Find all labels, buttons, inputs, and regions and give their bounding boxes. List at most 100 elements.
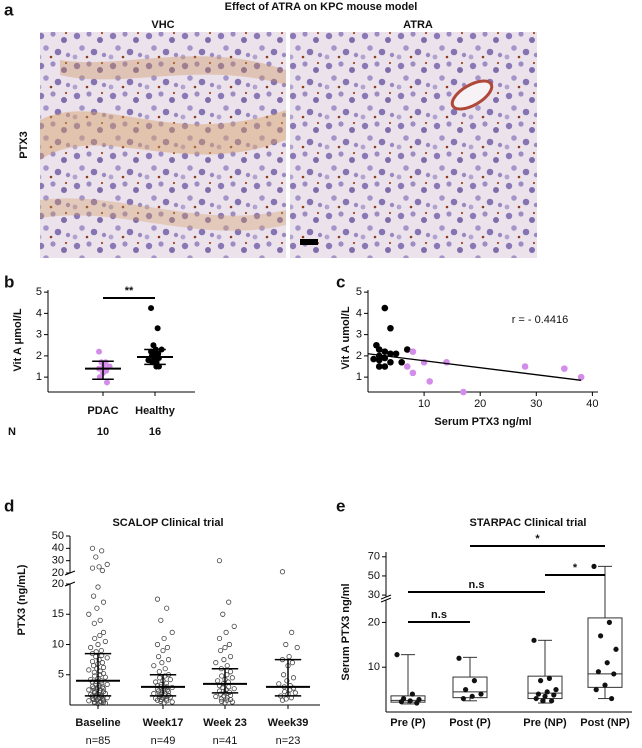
data-point	[95, 701, 101, 707]
data-point	[549, 698, 555, 704]
y-axis-label: Serum PTX3 ng/ml	[340, 583, 352, 680]
panel-label: b	[4, 272, 14, 291]
data-point	[161, 635, 167, 642]
data-point	[154, 697, 161, 703]
y-tick-label: 40	[52, 542, 64, 554]
data-point	[213, 693, 219, 700]
y-tick-label: 2	[36, 350, 42, 362]
data-point	[546, 675, 553, 682]
data-point	[97, 632, 103, 639]
panel-label: c	[336, 272, 345, 291]
data-point	[409, 348, 417, 355]
data-point	[148, 305, 155, 312]
n-header: N	[8, 426, 16, 438]
data-point	[93, 554, 99, 560]
significance-label: *	[573, 562, 578, 574]
data-point	[538, 678, 544, 684]
axis-break	[64, 570, 76, 576]
data-point	[154, 641, 161, 648]
data-point	[609, 695, 615, 702]
data-point	[88, 644, 94, 651]
column-label: ATRA	[403, 19, 433, 31]
data-point	[577, 373, 585, 381]
data-point	[381, 304, 389, 312]
data-point	[598, 633, 604, 639]
data-point	[94, 666, 100, 672]
n-count: 10	[97, 426, 109, 438]
y-tick-label: 20	[52, 578, 64, 590]
data-point	[102, 638, 108, 645]
data-point	[292, 690, 298, 696]
y-tick-label: 30	[52, 555, 64, 567]
data-point	[96, 564, 102, 570]
data-point	[95, 584, 101, 590]
data-point	[604, 660, 610, 666]
x-tick-label: Week39	[268, 717, 309, 729]
data-point	[551, 692, 557, 698]
n-label: n=85	[86, 735, 111, 747]
y-tick-label: 3	[36, 329, 42, 341]
data-point	[606, 619, 613, 626]
data-point	[164, 644, 171, 651]
significance-label: **	[125, 285, 134, 297]
x-tick-label: 20	[474, 398, 486, 410]
data-point	[282, 689, 288, 695]
x-tick-label: Post (P)	[449, 717, 491, 729]
data-point	[231, 686, 237, 692]
data-point	[102, 674, 108, 680]
data-point	[100, 629, 107, 636]
data-point	[89, 565, 96, 571]
panel-label: a	[4, 0, 14, 19]
y-tick-label: 50	[368, 570, 380, 582]
data-point	[161, 699, 167, 706]
data-point	[229, 675, 235, 681]
y-tick-label: 10	[368, 661, 380, 673]
data-point	[375, 356, 383, 364]
data-point	[154, 325, 161, 332]
axis-break	[64, 581, 76, 587]
x-tick-label: Baseline	[75, 717, 120, 729]
data-point	[540, 698, 546, 704]
data-point	[398, 699, 404, 705]
data-point	[92, 635, 98, 642]
data-point	[392, 350, 400, 358]
figure-title: Effect of ATRA on KPC mouse model	[225, 1, 418, 13]
data-point	[86, 611, 92, 617]
chart-title: SCALOP Clinical trial	[112, 517, 223, 529]
data-point	[160, 647, 166, 654]
data-point	[98, 647, 104, 654]
data-point	[289, 629, 295, 636]
x-axis-label: Serum PTX3 ng/ml	[434, 416, 531, 428]
y-axis-label: Vit A μmol/L	[12, 308, 24, 371]
data-point	[443, 358, 450, 366]
data-point	[89, 545, 96, 551]
data-point	[409, 691, 415, 697]
data-point	[100, 664, 107, 671]
data-point	[426, 378, 434, 385]
data-point	[96, 348, 103, 355]
data-point	[220, 611, 226, 617]
box	[587, 617, 623, 688]
data-point	[289, 660, 296, 666]
data-point	[100, 599, 107, 605]
significance-label: n.s	[431, 609, 447, 621]
data-point	[104, 655, 110, 661]
data-point	[167, 676, 173, 683]
n-label: n=49	[151, 735, 176, 747]
data-point	[154, 596, 161, 602]
x-tick-label: 40	[586, 398, 598, 410]
data-point	[381, 363, 389, 370]
data-point	[403, 363, 411, 370]
data-point	[165, 689, 172, 695]
panel-label: d	[4, 496, 14, 515]
data-point	[90, 593, 97, 599]
y-tick-label: 3	[356, 329, 362, 341]
data-point	[595, 669, 602, 675]
data-point	[478, 691, 484, 697]
data-point	[162, 666, 168, 672]
data-point	[561, 365, 568, 372]
y-axis-label: PTX3 (ng/mL)	[16, 564, 28, 635]
data-point	[553, 687, 559, 693]
data-point	[226, 641, 233, 648]
data-point	[542, 693, 548, 699]
